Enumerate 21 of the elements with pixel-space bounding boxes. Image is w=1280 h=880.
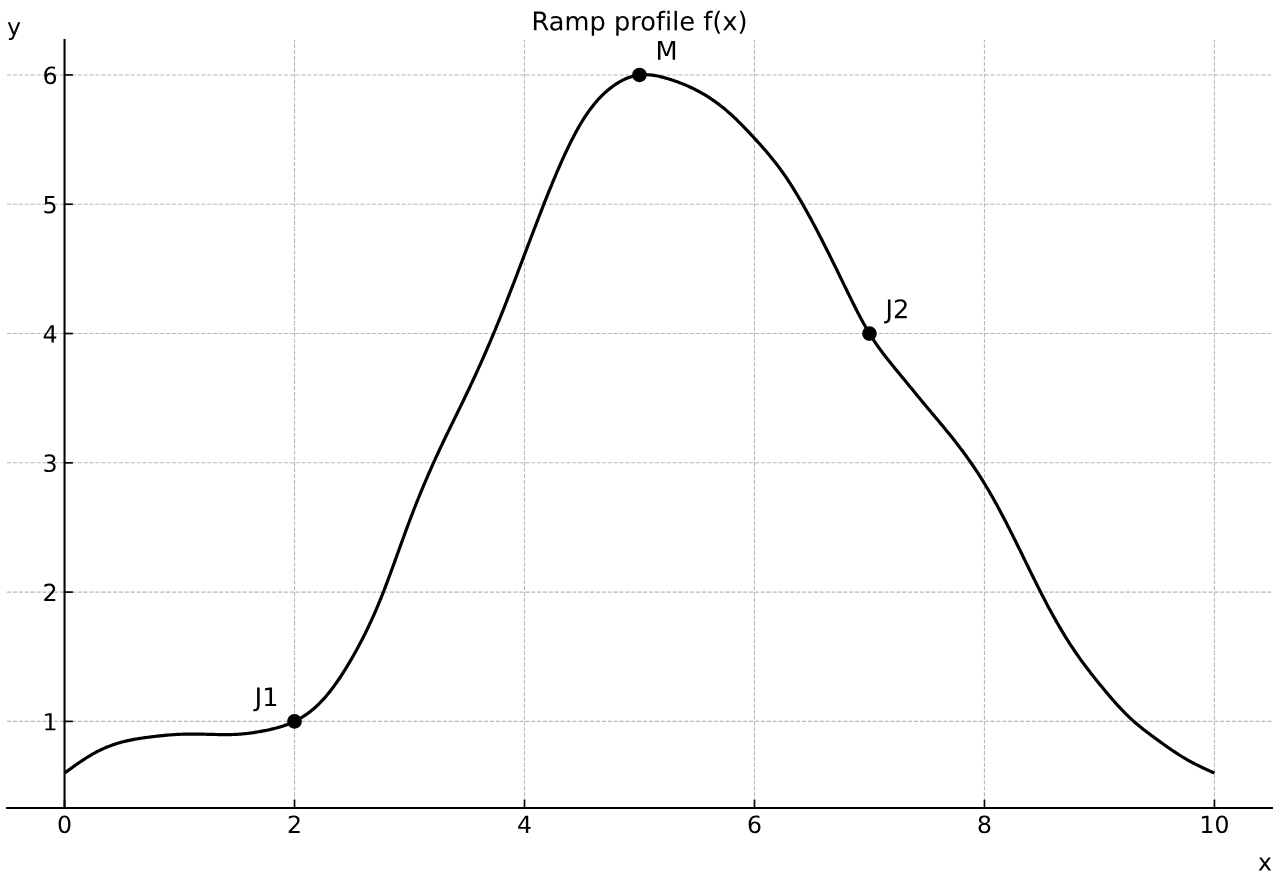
point [862,326,877,341]
y-tick-label: 2 [44,583,56,602]
x-tick-label: 6 [748,815,761,834]
y-tick-label: 3 [44,454,56,473]
y-tick-label: 4 [43,325,57,343]
point [287,714,302,729]
y-tick-label: 1 [45,713,56,731]
annotation: J1 [253,687,277,712]
x-tick-label: 8 [978,815,991,834]
annotation: M [657,40,676,60]
y-tick-label: 5 [44,195,56,214]
chart-title: Ramp profile f(x) [533,10,746,36]
x-tick-label: 0 [58,815,71,834]
x-tick-label: 10 [1202,815,1228,834]
y-tick-label: 6 [44,66,57,85]
x-axis-title: x [1258,857,1272,871]
y-axis-title: y [7,22,21,41]
x-tick-label: 4 [518,815,531,833]
x-tick-label: 2 [288,815,300,833]
annotation: J2 [884,299,907,324]
point [632,67,647,83]
